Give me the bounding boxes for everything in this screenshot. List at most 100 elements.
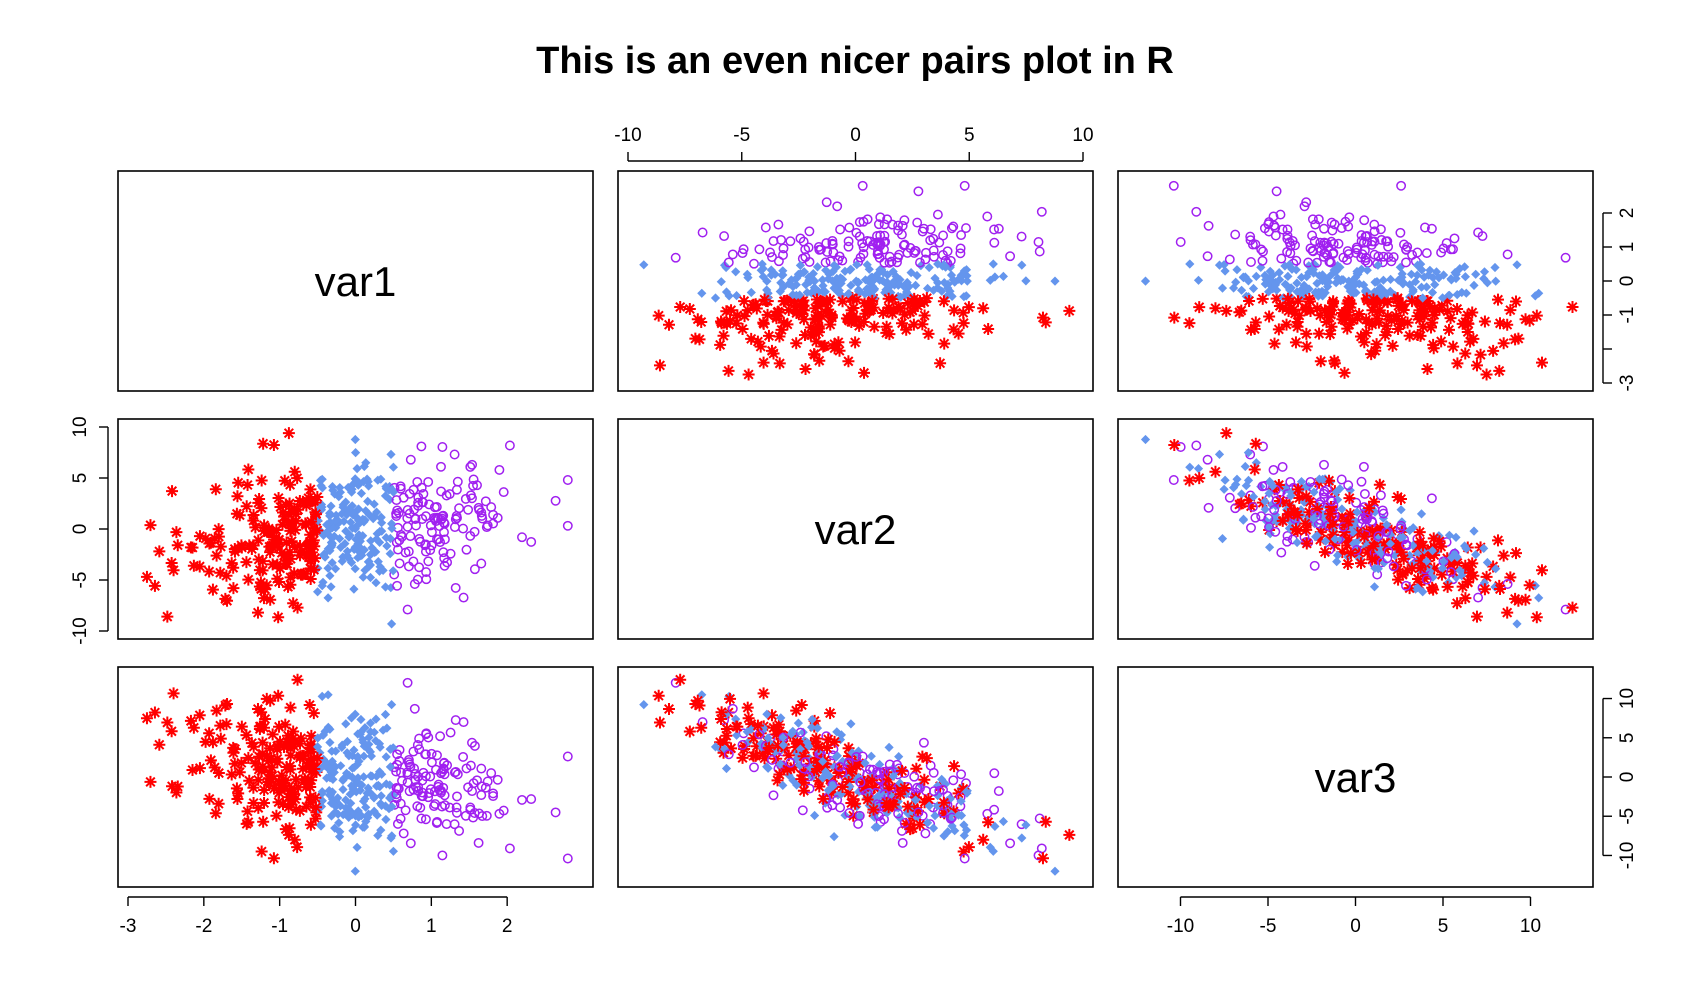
point-circle	[1268, 464, 1279, 475]
point-asterisk	[258, 524, 271, 537]
point-asterisk	[288, 833, 301, 846]
point-asterisk	[797, 784, 810, 797]
point-asterisk	[1303, 495, 1316, 508]
point-diamond	[836, 290, 846, 300]
point-diamond	[387, 519, 397, 529]
point-diamond	[385, 793, 395, 803]
point-diamond	[360, 515, 370, 525]
point-asterisk	[828, 342, 841, 355]
point-asterisk	[1494, 583, 1506, 596]
point-asterisk	[1338, 526, 1351, 539]
point-diamond	[1301, 482, 1311, 492]
point-asterisk	[203, 565, 216, 578]
point-circle	[482, 776, 493, 787]
point-circle	[928, 767, 939, 778]
point-circle	[412, 740, 423, 750]
point-asterisk	[275, 769, 288, 782]
point-asterisk	[1323, 474, 1336, 487]
point-asterisk	[240, 729, 253, 742]
point-diamond	[1299, 280, 1309, 290]
point-asterisk	[1419, 305, 1432, 318]
point-asterisk	[952, 327, 965, 340]
point-circle	[1301, 197, 1312, 208]
point-asterisk	[1462, 576, 1475, 589]
point-asterisk	[1435, 299, 1448, 312]
point-asterisk	[1243, 294, 1256, 307]
point-asterisk	[273, 720, 286, 733]
point-asterisk	[193, 709, 206, 722]
point-circle	[1258, 246, 1268, 257]
point-diamond	[364, 787, 374, 797]
point-circle	[1378, 251, 1389, 262]
point-diamond	[1479, 578, 1490, 588]
point-asterisk	[937, 796, 950, 809]
point-asterisk	[765, 709, 778, 722]
point-asterisk	[241, 479, 254, 492]
point-diamond	[388, 566, 398, 576]
point-diamond	[933, 781, 943, 791]
point-diamond	[364, 510, 374, 520]
point-asterisk	[272, 775, 285, 788]
point-circle	[421, 729, 432, 740]
point-circle	[417, 791, 428, 802]
point-diamond	[798, 268, 808, 278]
point-circle	[1326, 496, 1337, 507]
point-diamond	[808, 269, 818, 279]
point-circle	[426, 527, 437, 538]
point-diamond	[1265, 542, 1275, 552]
point-asterisk	[220, 569, 233, 582]
chart-title: This is an even nicer pairs plot in R	[536, 40, 1174, 82]
point-circle	[473, 837, 484, 848]
point-circle	[1369, 219, 1380, 230]
point-diamond	[325, 737, 335, 748]
point-asterisk	[227, 741, 240, 754]
point-asterisk	[886, 307, 899, 320]
point-diamond	[364, 556, 374, 567]
point-circle	[562, 751, 573, 762]
point-diamond	[1418, 587, 1428, 597]
point-asterisk	[1464, 566, 1477, 579]
point-asterisk	[284, 749, 297, 762]
point-circle	[1250, 512, 1261, 523]
point-asterisk	[898, 782, 911, 795]
point-diamond	[1378, 275, 1388, 285]
point-circle	[436, 461, 446, 472]
point-asterisk	[880, 320, 893, 333]
point-circle	[1277, 224, 1288, 235]
point-diamond	[1265, 274, 1275, 284]
point-asterisk	[305, 729, 318, 742]
point-asterisk	[836, 781, 849, 794]
point-circle	[1328, 247, 1339, 258]
point-circle	[723, 257, 734, 268]
point-circle	[392, 759, 403, 770]
point-diamond	[895, 275, 905, 285]
point-asterisk	[1326, 518, 1339, 531]
point-circle	[481, 810, 492, 821]
point-asterisk	[1427, 583, 1440, 596]
point-asterisk	[1414, 561, 1427, 574]
point-asterisk	[1470, 610, 1483, 623]
point-asterisk	[757, 687, 770, 700]
point-circle	[405, 531, 416, 542]
point-asterisk	[283, 546, 296, 559]
point-asterisk	[1336, 546, 1349, 559]
point-diamond	[359, 461, 369, 472]
point-asterisk	[1459, 559, 1472, 572]
point-circle	[768, 236, 779, 247]
point-diamond	[317, 787, 327, 797]
point-asterisk	[773, 357, 786, 370]
point-diamond	[382, 723, 392, 733]
point-diamond	[1248, 492, 1259, 502]
point-diamond	[354, 810, 364, 820]
point-diamond	[327, 746, 337, 756]
point-diamond	[932, 801, 943, 811]
point-asterisk	[1421, 362, 1434, 375]
point-asterisk	[1395, 546, 1408, 559]
point-circle	[1285, 240, 1296, 251]
point-circle	[480, 496, 491, 507]
point-asterisk	[1292, 483, 1305, 496]
point-asterisk	[920, 292, 933, 305]
point-circle	[1269, 504, 1280, 515]
point-circle	[1369, 226, 1380, 237]
point-asterisk	[662, 702, 675, 715]
